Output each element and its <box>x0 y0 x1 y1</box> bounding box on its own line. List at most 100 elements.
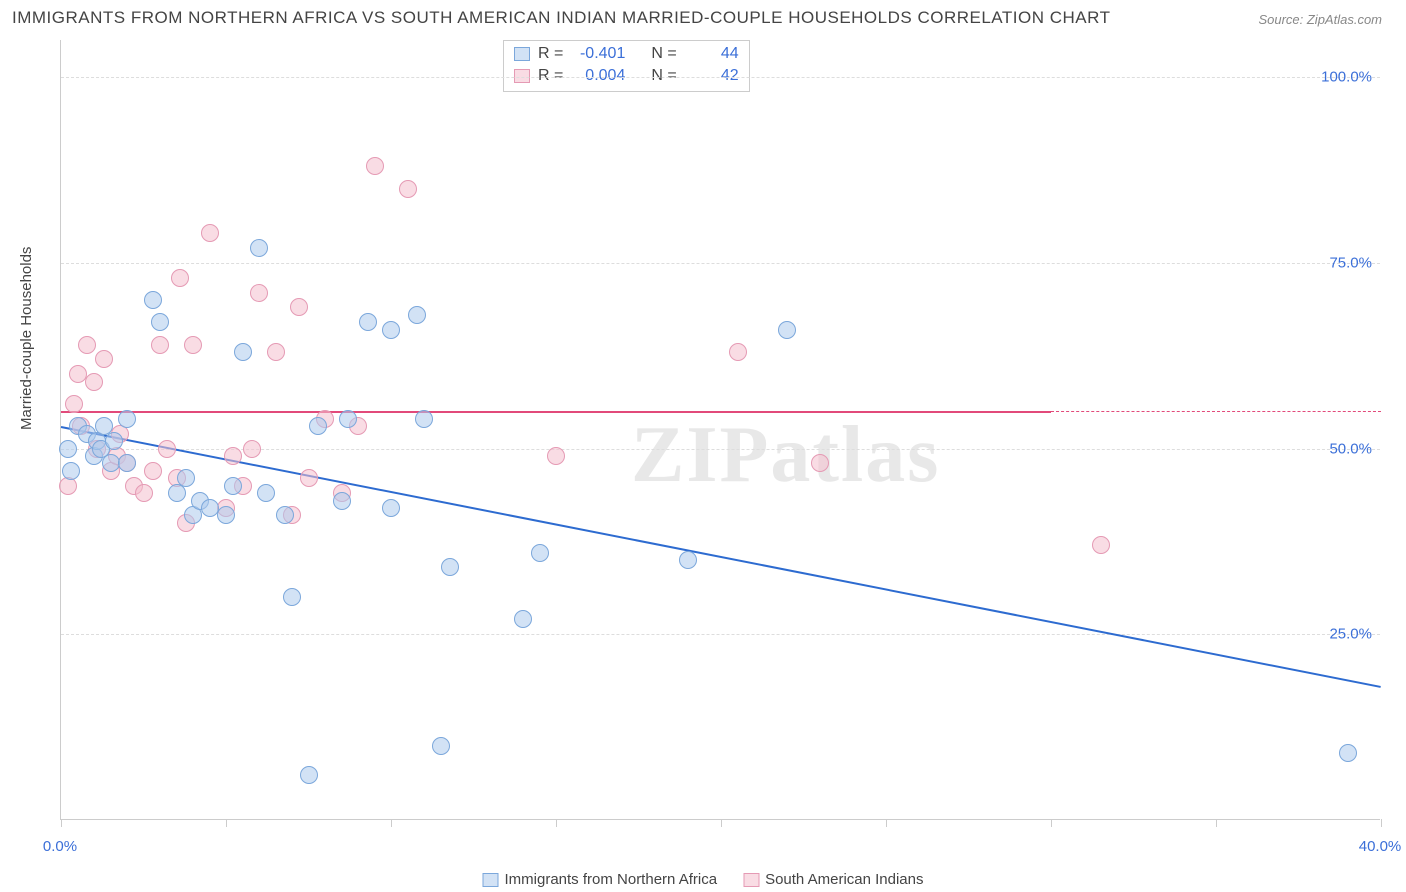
data-point <box>118 410 136 428</box>
data-point <box>135 484 153 502</box>
x-tick <box>1051 819 1052 827</box>
legend-item-series2: South American Indians <box>743 871 923 888</box>
y-tick-label: 50.0% <box>1329 440 1372 457</box>
r-value-series2: 0.004 <box>571 65 625 87</box>
trend-line <box>61 426 1381 688</box>
x-tick <box>886 819 887 827</box>
trend-line-extrapolation <box>1051 411 1381 412</box>
y-tick-label: 25.0% <box>1329 626 1372 643</box>
r-label: R = <box>538 65 563 87</box>
data-point <box>201 499 219 517</box>
grid-line <box>61 634 1380 635</box>
data-point <box>300 766 318 784</box>
data-point <box>267 343 285 361</box>
stats-row-series1: R = -0.401 N = 44 <box>514 43 739 65</box>
data-point <box>69 365 87 383</box>
data-point <box>102 454 120 472</box>
data-point <box>432 737 450 755</box>
n-value-series2: 42 <box>685 65 739 87</box>
data-point <box>441 558 459 576</box>
trend-line <box>61 411 1051 413</box>
y-tick-label: 100.0% <box>1321 69 1372 86</box>
data-point <box>151 336 169 354</box>
data-point <box>250 239 268 257</box>
data-point <box>224 447 242 465</box>
watermark: ZIPatlas <box>631 410 940 501</box>
data-point <box>177 469 195 487</box>
x-tick <box>1381 819 1382 827</box>
data-point <box>105 432 123 450</box>
data-point <box>151 313 169 331</box>
data-point <box>366 157 384 175</box>
x-tick <box>61 819 62 827</box>
data-point <box>250 284 268 302</box>
swatch-blue-icon <box>514 47 530 61</box>
legend-bottom: Immigrants from Northern Africa South Am… <box>483 871 924 888</box>
data-point <box>234 343 252 361</box>
r-label: R = <box>538 43 563 65</box>
data-point <box>415 410 433 428</box>
swatch-pink-icon <box>514 69 530 83</box>
data-point <box>778 321 796 339</box>
x-tick-label: 40.0% <box>1359 838 1402 855</box>
x-tick <box>391 819 392 827</box>
x-tick <box>721 819 722 827</box>
data-point <box>359 313 377 331</box>
grid-line <box>61 263 1380 264</box>
data-point <box>257 484 275 502</box>
legend-item-series1: Immigrants from Northern Africa <box>483 871 718 888</box>
data-point <box>85 373 103 391</box>
data-point <box>514 610 532 628</box>
n-value-series1: 44 <box>685 43 739 65</box>
plot-area: ZIPatlas R = -0.401 N = 44 R = 0.004 N =… <box>60 40 1380 820</box>
data-point <box>144 291 162 309</box>
data-point <box>382 321 400 339</box>
data-point <box>729 343 747 361</box>
correlation-stats-box: R = -0.401 N = 44 R = 0.004 N = 42 <box>503 40 750 92</box>
legend-label-series2: South American Indians <box>765 871 923 888</box>
data-point <box>78 336 96 354</box>
x-tick <box>226 819 227 827</box>
data-point <box>399 180 417 198</box>
data-point <box>547 447 565 465</box>
source-attribution: Source: ZipAtlas.com <box>1258 12 1382 27</box>
data-point <box>309 417 327 435</box>
data-point <box>811 454 829 472</box>
data-point <box>1092 536 1110 554</box>
data-point <box>118 454 136 472</box>
chart-title: IMMIGRANTS FROM NORTHERN AFRICA VS SOUTH… <box>12 8 1110 28</box>
data-point <box>95 350 113 368</box>
data-point <box>531 544 549 562</box>
data-point <box>224 477 242 495</box>
stats-row-series2: R = 0.004 N = 42 <box>514 65 739 87</box>
data-point <box>158 440 176 458</box>
data-point <box>243 440 261 458</box>
data-point <box>184 336 202 354</box>
data-point <box>144 462 162 480</box>
data-point <box>333 492 351 510</box>
data-point <box>300 469 318 487</box>
r-value-series1: -0.401 <box>571 43 625 65</box>
data-point <box>62 462 80 480</box>
data-point <box>679 551 697 569</box>
data-point <box>276 506 294 524</box>
legend-label-series1: Immigrants from Northern Africa <box>505 871 718 888</box>
data-point <box>217 506 235 524</box>
data-point <box>408 306 426 324</box>
swatch-pink-icon <box>743 873 759 887</box>
grid-line <box>61 77 1380 78</box>
y-axis-title: Married-couple Households <box>18 247 35 430</box>
data-point <box>283 588 301 606</box>
x-tick-label: 0.0% <box>43 838 77 855</box>
x-tick <box>1216 819 1217 827</box>
y-tick-label: 75.0% <box>1329 254 1372 271</box>
x-tick <box>556 819 557 827</box>
data-point <box>65 395 83 413</box>
n-label: N = <box>651 65 676 87</box>
data-point <box>339 410 357 428</box>
data-point <box>171 269 189 287</box>
data-point <box>290 298 308 316</box>
data-point <box>201 224 219 242</box>
swatch-blue-icon <box>483 873 499 887</box>
data-point <box>1339 744 1357 762</box>
